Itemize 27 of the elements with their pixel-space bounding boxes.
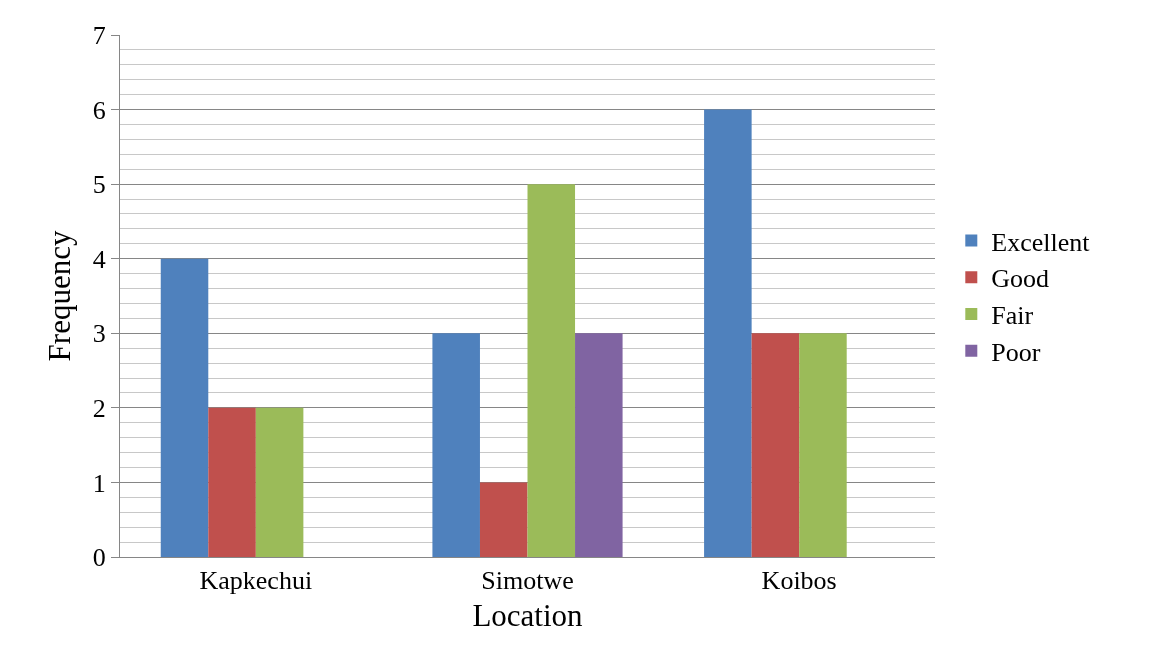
legend-label: Excellent [991, 227, 1091, 257]
bar [432, 333, 480, 557]
bar [751, 333, 800, 557]
y-tick-label: 6 [92, 95, 106, 125]
bar [527, 184, 576, 557]
y-tick-label: 1 [92, 468, 106, 498]
legend-label: Fair [991, 301, 1034, 331]
bar [160, 258, 209, 557]
bar [255, 407, 304, 557]
y-tick-label: 0 [92, 543, 106, 573]
bar [704, 109, 752, 557]
x-tick-label: Simotwe [481, 566, 574, 596]
y-tick-label: 5 [92, 170, 106, 200]
y-tick-label: 3 [92, 319, 106, 349]
x-tick-label: Koibos [761, 566, 837, 596]
bar [575, 333, 623, 557]
x-tick-label: Kapkechui [199, 566, 313, 596]
y-tick-label: 4 [92, 244, 106, 274]
y-axis-title: Frequency [42, 230, 78, 362]
legend-label: Good [991, 264, 1050, 294]
y-tick-label: 7 [92, 21, 106, 51]
bar [208, 407, 256, 557]
legend-label: Poor [991, 337, 1041, 367]
y-tick-label: 2 [92, 393, 106, 423]
x-axis-title: Location [472, 598, 584, 634]
bar [479, 482, 528, 557]
bar [799, 333, 847, 557]
